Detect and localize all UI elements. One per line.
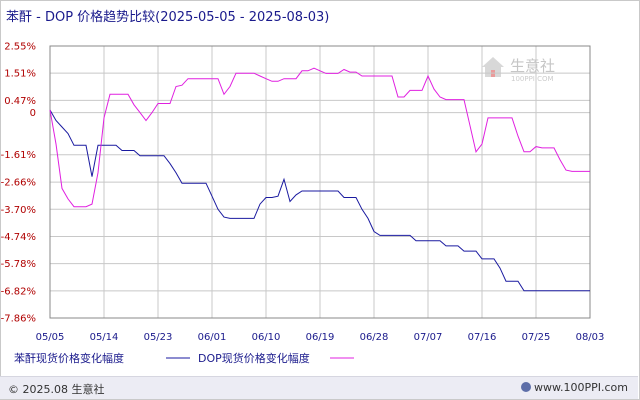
y-tick-label: -3.70%: [1, 205, 36, 216]
y-tick-label: -5.78%: [1, 259, 36, 270]
y-tick-label: 0: [30, 108, 36, 119]
legend: 苯酐现货价格变化幅度 DOP现货价格变化幅度: [14, 351, 354, 365]
y-tick-label: -1.61%: [1, 150, 36, 161]
x-tick-label: 05/23: [144, 332, 173, 343]
x-tick-label: 06/19: [306, 332, 335, 343]
x-tick-label: 05/05: [36, 332, 65, 343]
site-link[interactable]: www.100PPI.com: [521, 381, 628, 394]
site-url: www.100PPI.com: [534, 381, 628, 394]
series-lines: [49, 67, 590, 292]
chart-title: 苯酐 - DOP 价格趋势比较(2025-05-05 - 2025-08-03): [6, 10, 330, 25]
x-tick-label: 07/25: [522, 332, 551, 343]
watermark: 生意社 100PPI.COM: [482, 57, 555, 83]
globe-icon: [521, 382, 532, 392]
y-tick-label: 2.55%: [4, 42, 36, 53]
copyright-text: © 2025.08 生意社: [8, 383, 105, 396]
x-axis: 05/05 05/14 05/23 06/01 06/10 06/19 06/28 07/07…: [36, 332, 605, 343]
y-tick-label: -4.74%: [1, 232, 36, 243]
watermark-url: 100PPI.COM: [511, 75, 554, 83]
y-tick-label: -6.82%: [1, 286, 36, 297]
footer: © 2025.08 生意社 www.100PPI.com: [0, 376, 638, 399]
y-tick-label: -7.86%: [1, 314, 36, 325]
x-tick-label: 05/14: [90, 332, 119, 343]
x-tick-label: 07/16: [468, 332, 497, 343]
watermark-brand: 生意社: [510, 57, 555, 75]
plot-border: [49, 45, 591, 319]
legend-label-series-1: 苯酐现货价格变化幅度: [14, 351, 124, 365]
house-logo-icon: [482, 57, 504, 77]
line-chart: 生意社 100PPI.COM 2.55% 1.51% 0.47%0 -1.61% -2.…: [1, 42, 605, 366]
x-tick-label: 06/10: [252, 332, 281, 343]
x-tick-label: 07/07: [414, 332, 443, 343]
y-tick-label: 0.47%: [4, 96, 36, 107]
y-tick-label: 1.51%: [4, 69, 36, 80]
x-tick-label: 06/01: [198, 332, 227, 343]
x-tick-label: 06/28: [360, 332, 389, 343]
series-line-1: [49, 109, 590, 292]
y-tick-label: -2.66%: [1, 178, 36, 189]
legend-label-series-2: DOP现货价格变化幅度: [198, 351, 310, 365]
x-tick-label: 08/03: [576, 332, 605, 343]
series-line-2: [49, 67, 590, 208]
grid: [49, 45, 591, 319]
y-axis: 2.55% 1.51% 0.47%0 -1.61% -2.66% -3.70% -4.74%…: [1, 42, 36, 325]
